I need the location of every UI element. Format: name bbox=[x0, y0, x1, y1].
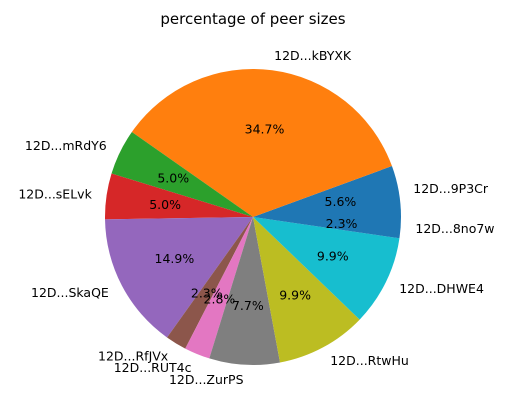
pie-category-label-8: 12D...RtwHu bbox=[330, 353, 409, 368]
pie-category-label-2: 12D...mRdY6 bbox=[25, 138, 107, 153]
pie-category-label-0: 12D...9P3Cr bbox=[413, 181, 489, 196]
pie-percent-label-3: 5.0% bbox=[149, 197, 181, 212]
pie-slice-3 bbox=[105, 173, 254, 220]
pie-percent-label-10: 2.3% bbox=[326, 216, 358, 231]
pie-percent-label-1: 34.7% bbox=[245, 121, 285, 136]
pie-labels: 5.6% 12D...9P3Cr 34.7% 12D...kBYXK 5.0% 12D..… bbox=[18, 48, 494, 387]
chart-title: percentage of peer sizes bbox=[160, 10, 345, 28]
pie-category-label-10: 12D...8no7w bbox=[415, 221, 494, 236]
pie-percent-label-4: 14.9% bbox=[155, 251, 195, 266]
pie-percent-label-2: 5.0% bbox=[157, 170, 189, 185]
pie-slice-6 bbox=[185, 217, 253, 359]
pie-percent-label-7: 7.7% bbox=[232, 298, 264, 313]
pie-slice-2 bbox=[111, 131, 253, 217]
pie-percent-label-5: 2.3% bbox=[191, 285, 223, 300]
pie-slice-8 bbox=[253, 217, 360, 363]
pie-slice-9 bbox=[253, 217, 400, 320]
pie-slices bbox=[105, 68, 401, 365]
pie-category-label-4: 12D...SkaQE bbox=[31, 285, 109, 300]
pie-category-label-6: 12D...RUT4c bbox=[114, 360, 192, 375]
pie-slice-1 bbox=[131, 68, 392, 217]
pie-percent-label-9: 9.9% bbox=[317, 249, 349, 264]
pie-slice-10 bbox=[253, 217, 401, 239]
pie-percent-label-8: 9.9% bbox=[279, 288, 311, 303]
pie-category-label-7: 12D...ZurPS bbox=[169, 372, 244, 387]
pie-category-label-3: 12D...sELvk bbox=[18, 187, 92, 202]
pie-percent-label-6: 2.8% bbox=[204, 292, 236, 307]
pie-slice-5 bbox=[167, 217, 253, 349]
pie-percent-label-0: 5.6% bbox=[325, 194, 357, 209]
pie-slice-4 bbox=[105, 217, 254, 338]
pie-slice-7 bbox=[209, 217, 281, 365]
pie-slice-0 bbox=[253, 166, 401, 217]
pie-category-label-9: 12D...DHWE4 bbox=[399, 281, 484, 296]
pie-category-label-1: 12D...kBYXK bbox=[274, 48, 352, 63]
pie-category-label-5: 12D...RfJVx bbox=[98, 348, 168, 363]
